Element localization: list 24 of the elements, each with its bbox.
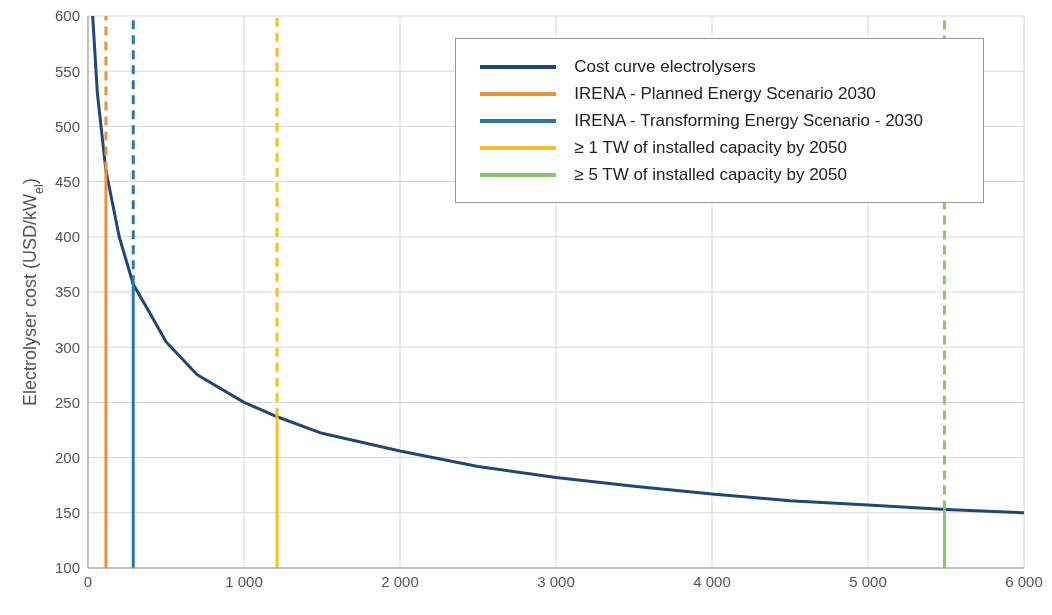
y-tick-label: 500: [54, 117, 80, 135]
y-tick-label: 150: [54, 504, 80, 522]
y-tick-label: 350: [54, 283, 80, 301]
x-tick-label: 0: [83, 572, 93, 590]
legend-label: IRENA - Transforming Energy Scenario - 2030: [574, 110, 923, 131]
x-tick-label: 3 000: [537, 572, 575, 590]
legend-label: ≥ 1 TW of installed capacity by 2050: [574, 137, 847, 158]
y-tick-label: 450: [54, 172, 80, 190]
x-tick-label: 1 000: [225, 572, 263, 590]
y-tick-label: 250: [54, 393, 80, 411]
line-series: [91, 16, 1024, 515]
x-tick-label: 2 000: [381, 572, 419, 590]
x-tick-label: 5 000: [849, 572, 887, 590]
y-tick-label: 100: [54, 559, 80, 577]
y-tick-label: 400: [54, 228, 80, 246]
x-tick-label: 4 000: [693, 572, 731, 590]
y-tick-label: 550: [54, 62, 80, 80]
legend-label: IRENA - Planned Energy Scenario 2030: [574, 83, 876, 104]
x-tick-label: 6 000: [1005, 572, 1043, 590]
legend-label: Cost curve electrolysers: [574, 56, 756, 77]
y-tick-label: 300: [54, 338, 80, 356]
y-tick-label: 200: [54, 448, 80, 466]
legend-label: ≥ 5 TW of installed capacity by 2050: [574, 164, 847, 185]
y-tick-label: 600: [54, 7, 80, 25]
